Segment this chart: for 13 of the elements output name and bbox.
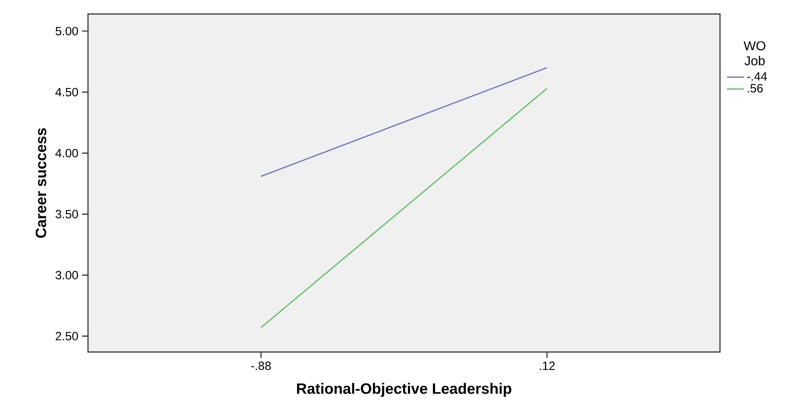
y-tick-label: 5.00 (56, 26, 78, 36)
y-axis-title: Career success (36, 128, 46, 238)
legend-label: -.44 (747, 72, 767, 81)
y-tick-label: 4.50 (55, 88, 78, 96)
y-tick-label: 2.50 (56, 332, 78, 340)
x-tick-label: .12 (540, 362, 555, 370)
x-axis-title: Rational-Objective Leadership (297, 382, 512, 397)
x-tick-label: -.88 (251, 362, 271, 370)
legend-title: WO Job (744, 41, 766, 66)
y-tick-label: 3.00 (56, 270, 78, 280)
legend-label: .56 (748, 84, 763, 93)
y-tick-label: 3.50 (56, 210, 78, 218)
y-tick-label: 4.00 (55, 148, 78, 158)
